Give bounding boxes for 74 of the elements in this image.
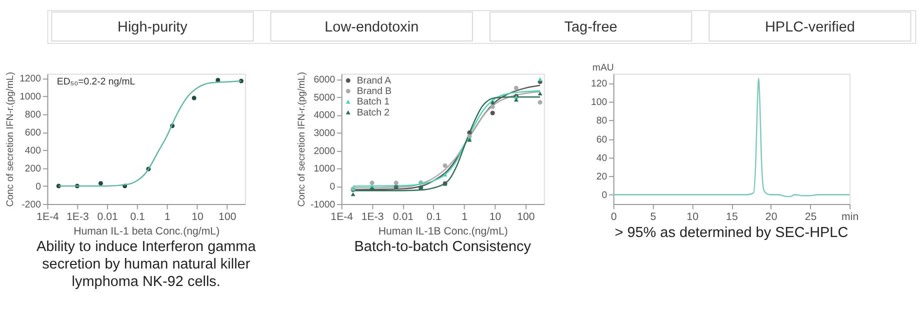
y-tick-label: -200 — [22, 199, 41, 210]
point — [490, 104, 495, 110]
y-tick-label: 60 — [596, 134, 608, 146]
x-tick-label: 0.01 — [97, 210, 118, 223]
y-tick-label: 200 — [24, 163, 41, 174]
x-tick-label: 25 — [804, 210, 817, 223]
y-axis-title: Conc of secretion IFN-r.(pg/mL) — [296, 72, 308, 207]
x-tick-label: 5 — [650, 210, 656, 223]
legend-label: Batch 1 — [356, 96, 390, 108]
text: Tag-free — [564, 19, 618, 36]
point — [514, 86, 518, 90]
y-tick-label: 800 — [24, 110, 41, 121]
y-tick-label: 80 — [596, 116, 608, 127]
y-tick-label: 0 — [36, 181, 41, 192]
x-tick-label: 1E-3 — [66, 210, 89, 223]
x-tick-label: 1 — [462, 210, 468, 223]
y-axis-title: mAU — [592, 62, 614, 74]
x-axis-title: Human IL-1B Conc.(ng/mL) — [378, 225, 508, 238]
point — [538, 100, 542, 105]
y-tick-label: 1000 — [314, 164, 336, 175]
x-tick-label: min — [842, 210, 859, 223]
y-tick-label: 5000 — [314, 92, 336, 104]
point — [442, 163, 448, 168]
x-tick-label: 1E-3 — [361, 210, 384, 223]
x-tick-label: 0.01 — [392, 210, 414, 223]
point — [538, 77, 542, 82]
point — [370, 180, 374, 186]
x-tick-label: 1E-4 — [330, 210, 354, 223]
y-tick-label: 6000 — [314, 74, 336, 86]
y-tick-label: 2000 — [314, 146, 336, 157]
text: HPLC-verified — [764, 19, 855, 36]
line-series — [612, 78, 850, 198]
legend-label: Brand A — [356, 75, 392, 86]
text: High-purity — [118, 19, 188, 36]
x-tick-label: 10 — [489, 210, 502, 223]
x-tick-label: 0 — [610, 210, 617, 223]
x-axis-title: Human IL-1 beta Conc.(ng/mL) — [74, 225, 220, 238]
legend-label: Batch 2 — [356, 107, 390, 118]
y-tick-label: 0 — [330, 182, 336, 193]
x-tick-label: 1E-4 — [36, 210, 60, 223]
y-tick-label: 400 — [24, 145, 41, 156]
x-tick-label: 0.1 — [426, 210, 442, 223]
y-tick-label: 3000 — [314, 128, 336, 140]
x-tick-label: 10 — [192, 210, 204, 223]
y-tick-label: 120 — [591, 78, 608, 90]
x-tick-label: 100 — [517, 210, 535, 223]
x-tick-label: 1 — [164, 210, 171, 223]
y-tick-label: -1000 — [310, 199, 336, 210]
point — [192, 96, 196, 100]
text: Batch-to-batch Consistency — [354, 239, 532, 256]
text: Ability to induce Interferon gamma secretion by human natural killer lymphoma NK-92 cells. — [36, 239, 257, 290]
legend-label: Brand B — [356, 86, 392, 98]
text: Low-endotoxin — [324, 19, 419, 36]
y-tick-label: 100 — [591, 97, 608, 108]
y-tick-label: 4000 — [314, 110, 336, 122]
point — [514, 98, 518, 102]
y-tick-label: 600 — [24, 128, 41, 139]
x-tick-label: 20 — [765, 210, 778, 223]
point — [490, 110, 495, 116]
y-tick-label: 0 — [602, 190, 608, 202]
y-tick-label: 40 — [596, 152, 608, 164]
x-tick-label: 100 — [218, 210, 236, 223]
x-tick-label: 0.1 — [130, 210, 146, 223]
y-tick-label: 20 — [596, 171, 608, 182]
y-axis-title: Conc of secretion IFN-r.(pg/mL) — [5, 72, 16, 207]
y-tick-label: 1200 — [20, 74, 41, 85]
y-tick-label: 1000 — [20, 92, 41, 103]
annotation: ED₅₀=0.2-2 ng/mL — [56, 76, 136, 88]
x-tick-label: 15 — [726, 210, 738, 223]
point — [394, 180, 398, 186]
text: > 95% as determined by SEC-HPLC — [614, 224, 848, 241]
point — [98, 181, 103, 186]
x-tick-label: 10 — [686, 210, 699, 223]
point — [538, 91, 542, 96]
